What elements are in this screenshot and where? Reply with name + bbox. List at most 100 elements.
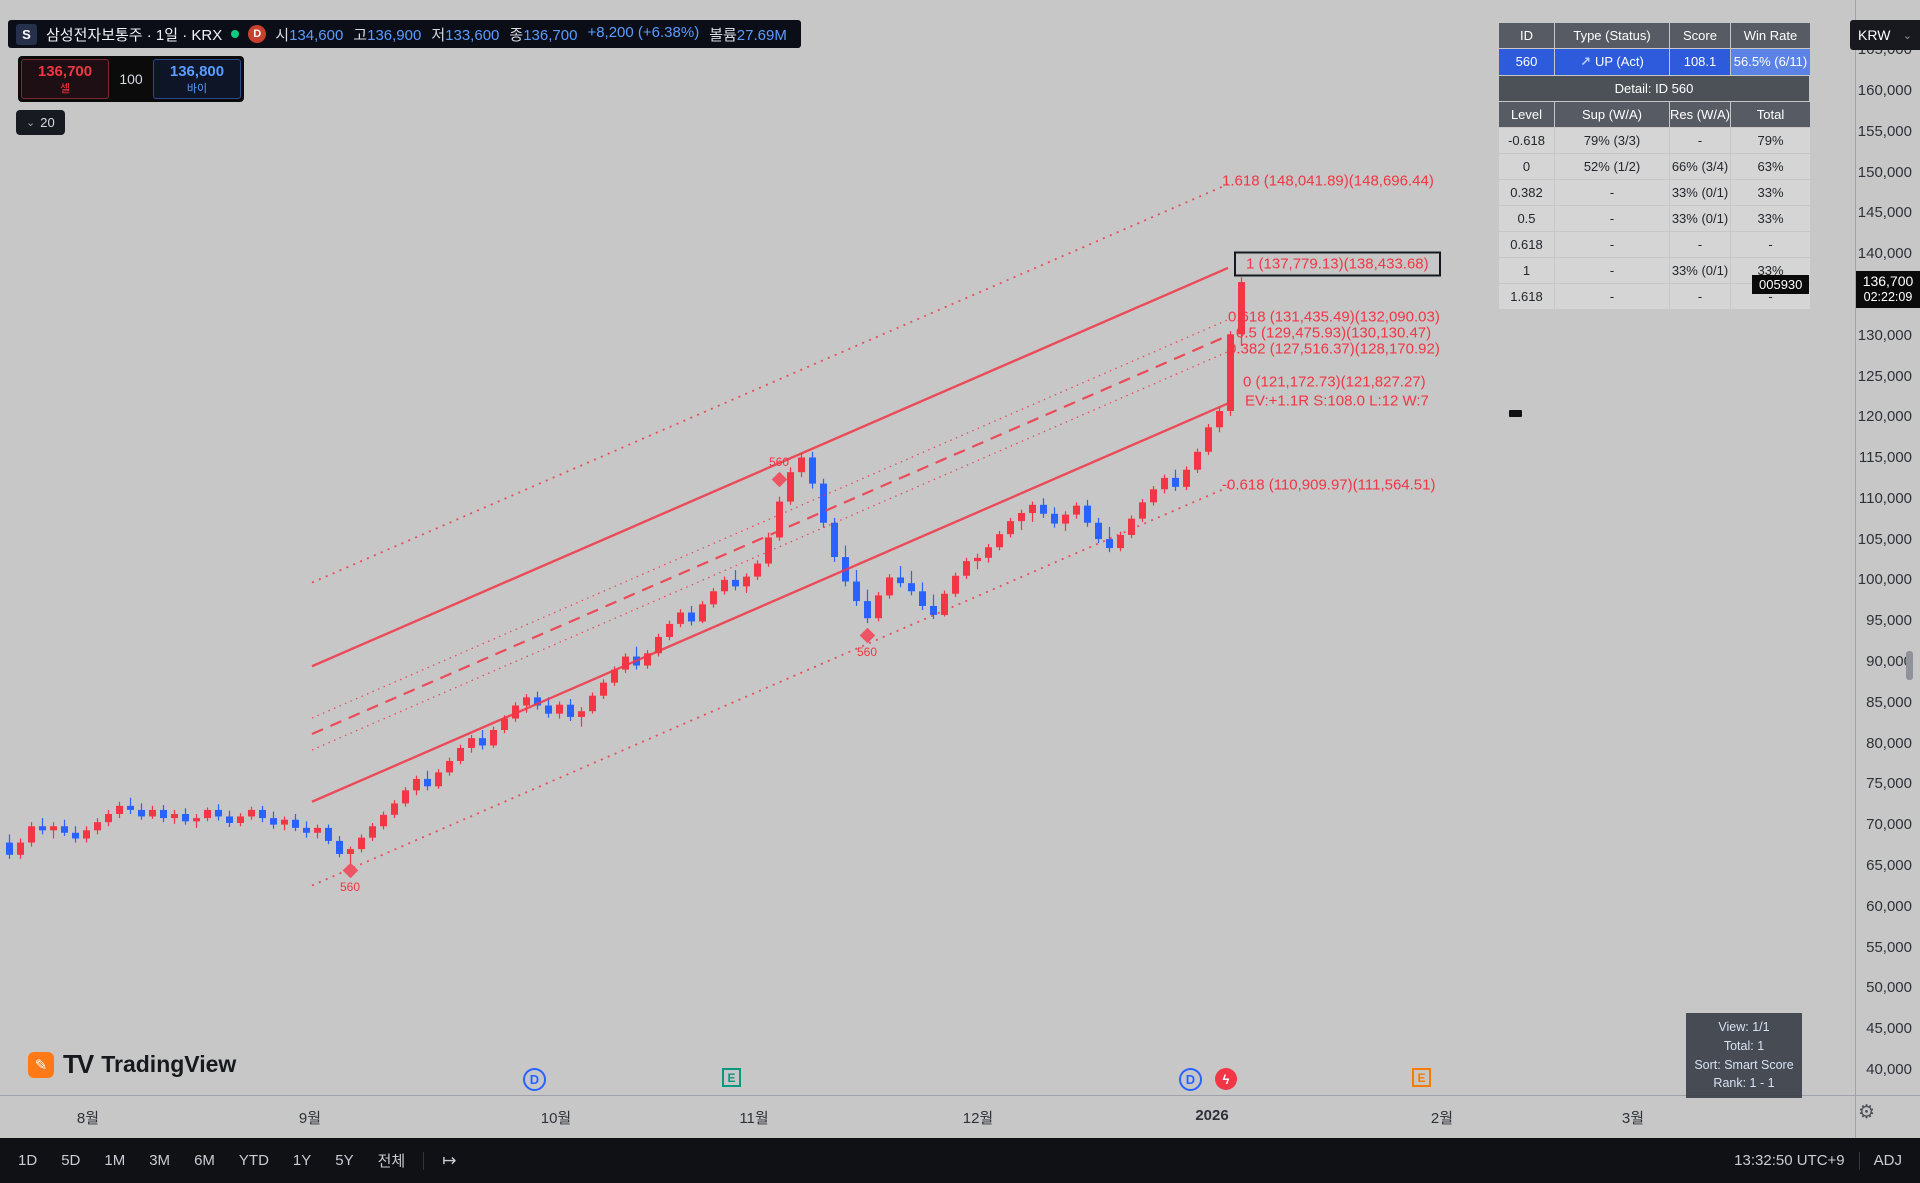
trend-up-icon: ↗ [1580, 54, 1591, 69]
gear-icon[interactable]: ⚙ [1858, 1102, 1876, 1123]
dividend-icon[interactable]: D [523, 1068, 546, 1091]
table-cell: Total [1731, 102, 1810, 127]
close-value: 136,700 [523, 26, 578, 44]
candle-body [853, 581, 860, 602]
candle-body [149, 809, 156, 817]
fib-channel-line-1.618[interactable] [311, 183, 1229, 584]
currency-selector[interactable]: KRW ⌄ [1850, 20, 1920, 50]
adj-toggle[interactable]: ADJ [1873, 1152, 1902, 1169]
buy-button[interactable]: 136,800 바이 [153, 59, 241, 99]
dividend-icon[interactable]: D [1179, 1068, 1202, 1091]
level-row: 0.5-33% (0/1) 33% [1499, 206, 1810, 231]
candle-body [391, 803, 398, 815]
toolbar-divider [423, 1151, 425, 1170]
edit-tool-icon[interactable]: ✎ [28, 1051, 54, 1078]
candle-body [1073, 505, 1080, 515]
indicator-toggle[interactable]: ⌄ 20 [16, 110, 65, 135]
candle-body [6, 842, 13, 855]
clock[interactable]: 13:32:50 UTC+9 [1734, 1152, 1845, 1169]
time-axis[interactable]: 8월 9월 10월 11월 12월 2026 2월 3월 [0, 1096, 1855, 1138]
bar-countdown: 02:22:09 [1863, 290, 1913, 305]
table-cell: - [1555, 258, 1669, 283]
symbol-title[interactable]: 삼성전자보통주 · 1일 · KRX [46, 26, 223, 44]
chart-object-marker[interactable] [1509, 410, 1522, 417]
candle-body [1062, 514, 1069, 524]
candle-body [1095, 522, 1102, 540]
range-button-1M[interactable]: 1M [104, 1152, 126, 1169]
candle-body [622, 656, 629, 670]
range-button-5Y[interactable]: 5Y [335, 1152, 354, 1169]
candle-body [820, 483, 827, 523]
candle-body [435, 772, 442, 787]
sell-button[interactable]: 136,700 셀 [21, 59, 109, 99]
price-scale-scrollbar[interactable] [1906, 651, 1913, 680]
range-button-5D[interactable]: 5D [61, 1152, 81, 1169]
candle-body [1216, 410, 1223, 428]
table-cell: - [1555, 284, 1669, 309]
range-button-전체[interactable]: 전체 [377, 1153, 406, 1170]
alert-icon[interactable]: ϟ [1215, 1068, 1237, 1090]
fib-channel-line-0.5[interactable] [311, 334, 1229, 736]
table-header-row: ID Type (Status) Score Win Rate [1499, 23, 1810, 48]
info-line: View: 1/1 [1718, 1020, 1770, 1034]
range-button-1D[interactable]: 1D [18, 1152, 38, 1169]
toolbar-divider [1858, 1151, 1860, 1170]
candle-body [666, 623, 673, 637]
table-cell: 63% [1731, 154, 1810, 179]
time-tick-label: 9월 [298, 1110, 322, 1127]
candle-body [1183, 469, 1190, 487]
range-button-3M[interactable]: 3M [149, 1152, 171, 1169]
fib-channel-line-1[interactable] [311, 266, 1229, 668]
delayed-data-icon: D [248, 25, 267, 43]
candle-body [171, 814, 178, 819]
candle-body [292, 819, 299, 828]
candle-body [952, 575, 959, 594]
ohlc-values: 시134,600 고136,900 저133,600 종136,700 +8,2… [275, 24, 787, 45]
earnings-icon[interactable]: E [722, 1068, 741, 1087]
candle-body [1128, 518, 1135, 535]
strategy-row[interactable]: 560 ↗ UP (Act) 108.1 56.5% (6/11) [1499, 49, 1810, 75]
price-tick-label: 40,000 [1866, 1060, 1912, 1078]
candle-body [61, 826, 68, 833]
close-label: 종 [509, 26, 524, 44]
go-to-date-icon[interactable]: ↦ [442, 1150, 457, 1170]
tradingview-logo: ✎ TV TradingView [28, 1049, 236, 1080]
price-tick-label: 60,000 [1866, 897, 1912, 915]
range-button-6M[interactable]: 6M [194, 1152, 215, 1169]
candle-body [347, 849, 354, 854]
candle-body [875, 595, 882, 619]
candle-body [1084, 505, 1091, 523]
candle-body [996, 534, 1003, 548]
fib-channel-line-0.382[interactable] [311, 351, 1229, 751]
level-header-row: Level Sup (W/A) Res (W/A) Total [1499, 102, 1810, 127]
change-value: +8,200 (+6.38%) [587, 23, 700, 41]
candlestick-chart[interactable] [0, 0, 1855, 1095]
candle-body [72, 832, 79, 839]
screener-info-box: View: 1/1 Total: 1 Sort: Smart Score Rank: … [1686, 1013, 1802, 1098]
table-cell: 66% (3/4) [1670, 154, 1730, 179]
candle-body [490, 729, 497, 746]
fib-channel-line--0.618[interactable] [311, 486, 1229, 887]
open-label: 시 [275, 26, 290, 44]
candle-body [941, 593, 948, 615]
price-tick-label: 155,000 [1857, 122, 1912, 140]
level-row: 0 52% (1/2) 66% (3/4) 63% [1499, 154, 1810, 179]
candle-body [1018, 512, 1025, 522]
candle-body [127, 805, 134, 810]
candle-body [1117, 534, 1124, 549]
candle-body [677, 612, 684, 624]
candle-body [204, 809, 211, 819]
price-axis[interactable]: 165,000160,000155,000150,000145,000140,0… [1856, 0, 1920, 1095]
table-cell: - [1555, 232, 1669, 257]
range-button-YTD[interactable]: YTD [238, 1152, 269, 1169]
fib-channel-line-0.618[interactable] [311, 319, 1229, 719]
level-row: 1.618- - - [1499, 284, 1810, 309]
low-label: 저 [431, 26, 446, 44]
candle-body [215, 809, 222, 817]
table-cell: 1.618 [1499, 284, 1554, 309]
quantity-field[interactable]: 100 [112, 59, 150, 99]
range-button-1Y[interactable]: 1Y [292, 1152, 312, 1169]
earnings-icon[interactable]: E [1412, 1068, 1431, 1087]
fib-channel-line-0[interactable] [311, 402, 1229, 803]
